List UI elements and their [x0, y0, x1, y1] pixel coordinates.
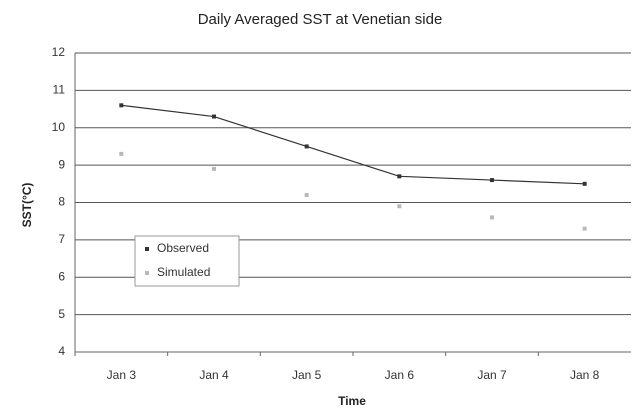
- point: [304, 193, 309, 198]
- x-tick-label: Jan 6: [385, 368, 415, 382]
- y-tick-label: 4: [58, 344, 65, 358]
- y-tick-label: 7: [58, 232, 65, 246]
- legend-box: [134, 235, 240, 287]
- y-tick-label: 10: [52, 120, 66, 134]
- point: [582, 181, 587, 186]
- point: [304, 144, 309, 149]
- series-line: [121, 104, 585, 185]
- point: [119, 103, 124, 108]
- point: [397, 174, 402, 179]
- point: [582, 226, 587, 231]
- x-tick-label: Jan 7: [477, 368, 507, 382]
- point: [212, 166, 216, 171]
- point: [490, 215, 494, 220]
- point: [397, 204, 402, 209]
- x-tick-label: Jan 5: [292, 368, 322, 382]
- x-axis-title: Time: [338, 394, 366, 408]
- x-tick-label: Jan 4: [199, 368, 229, 382]
- x-tick-label: Jan 8: [570, 368, 600, 382]
- y-tick-label: 8: [58, 195, 65, 209]
- legend-marker: [145, 271, 149, 275]
- point: [490, 178, 494, 183]
- y-tick-label: 12: [52, 45, 66, 59]
- point: [212, 114, 216, 119]
- legend-label: Observed: [157, 241, 209, 255]
- x-tick-label: Jan 3: [107, 368, 137, 382]
- y-axis-title: SST(°C): [20, 183, 34, 228]
- point: [119, 151, 124, 156]
- y-tick-label: 9: [58, 157, 65, 171]
- y-tick-label: 5: [58, 307, 65, 321]
- legend-label: Simulated: [157, 265, 210, 279]
- y-tick-label: 6: [58, 269, 65, 283]
- legend-marker: [145, 247, 149, 251]
- y-tick-label: 11: [53, 83, 66, 97]
- chart-title: Daily Averaged SST at Venetian side: [198, 11, 443, 28]
